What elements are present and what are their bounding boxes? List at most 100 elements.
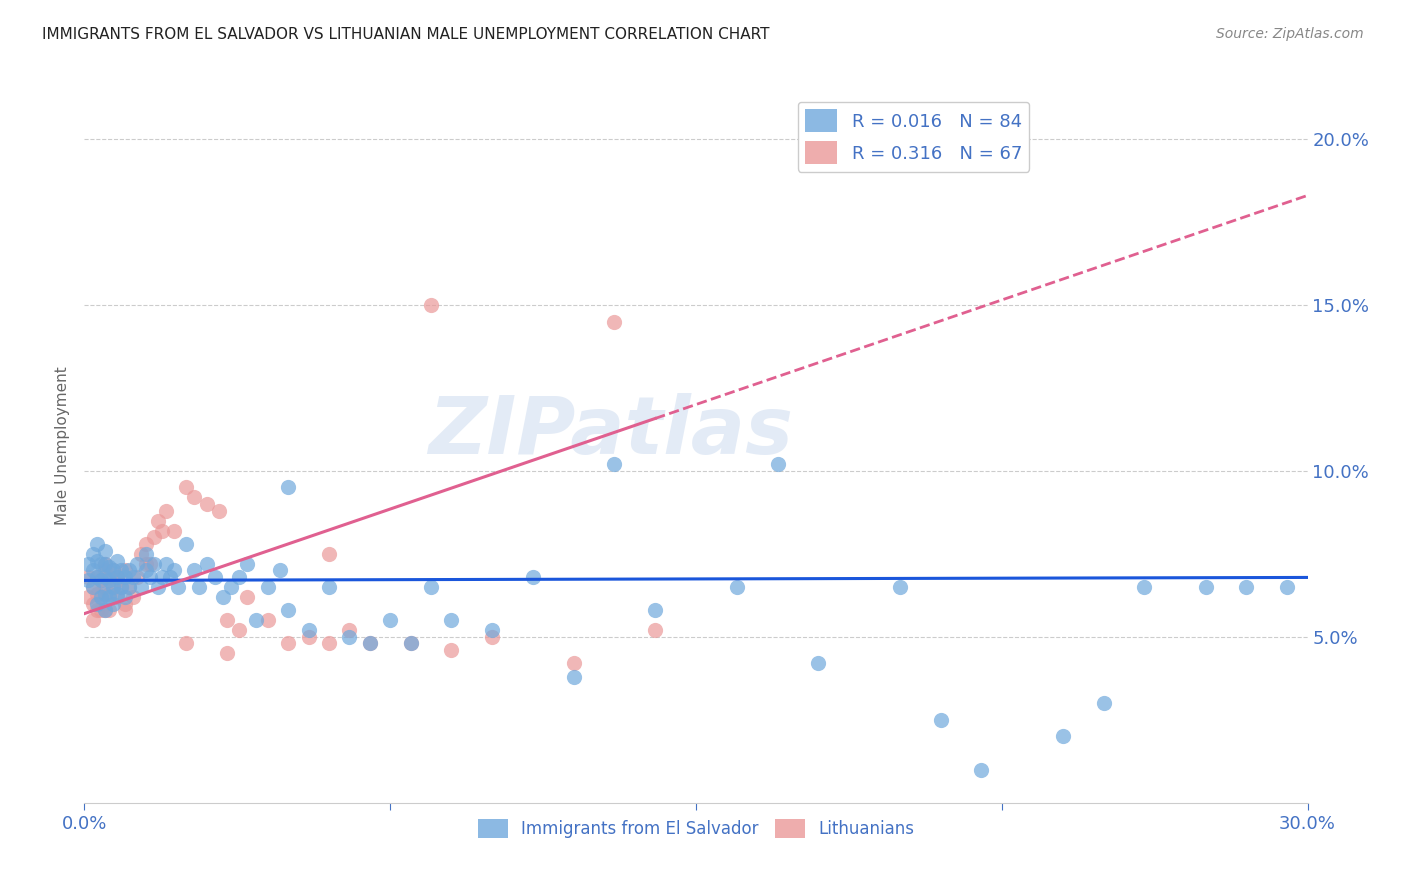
Point bbox=[97, 603, 120, 617]
Point bbox=[929, 713, 952, 727]
Point bbox=[150, 570, 173, 584]
Point bbox=[90, 574, 112, 588]
Point bbox=[155, 504, 177, 518]
Point bbox=[93, 543, 115, 558]
Point bbox=[298, 630, 321, 644]
Point bbox=[399, 636, 422, 650]
Point bbox=[131, 580, 153, 594]
Point bbox=[93, 580, 115, 594]
Point bbox=[86, 553, 108, 567]
Point bbox=[725, 580, 748, 594]
Point bbox=[114, 603, 136, 617]
Point bbox=[298, 624, 321, 638]
Point bbox=[339, 624, 361, 638]
Point bbox=[399, 636, 422, 650]
Point bbox=[142, 530, 165, 544]
Point bbox=[1236, 580, 1258, 594]
Point bbox=[114, 590, 136, 604]
Point bbox=[131, 547, 153, 561]
Point bbox=[138, 557, 160, 571]
Point bbox=[277, 603, 299, 617]
Point bbox=[101, 580, 124, 594]
Point bbox=[163, 564, 186, 578]
Point bbox=[114, 564, 136, 578]
Point bbox=[277, 636, 299, 650]
Point bbox=[1052, 730, 1074, 744]
Point bbox=[127, 557, 149, 571]
Point bbox=[138, 570, 160, 584]
Point bbox=[766, 457, 789, 471]
Point bbox=[167, 580, 190, 594]
Point bbox=[208, 504, 231, 518]
Point bbox=[105, 553, 128, 567]
Point bbox=[135, 547, 157, 561]
Point bbox=[228, 624, 250, 638]
Point bbox=[146, 580, 169, 594]
Point bbox=[481, 630, 503, 644]
Point bbox=[217, 647, 239, 661]
Point bbox=[318, 580, 340, 594]
Point bbox=[97, 570, 120, 584]
Point bbox=[105, 570, 128, 584]
Point bbox=[1133, 580, 1156, 594]
Point bbox=[269, 564, 291, 578]
Point bbox=[105, 574, 128, 588]
Point bbox=[90, 574, 112, 588]
Point bbox=[127, 570, 149, 584]
Point bbox=[359, 636, 381, 650]
Point bbox=[90, 603, 112, 617]
Point bbox=[380, 613, 402, 627]
Point bbox=[135, 557, 157, 571]
Point bbox=[86, 570, 108, 584]
Point bbox=[82, 597, 104, 611]
Text: ZIPatlas: ZIPatlas bbox=[427, 392, 793, 471]
Point bbox=[195, 557, 218, 571]
Point bbox=[195, 497, 218, 511]
Point bbox=[77, 557, 100, 571]
Point bbox=[257, 580, 280, 594]
Point bbox=[93, 570, 115, 584]
Point bbox=[110, 580, 132, 594]
Point bbox=[183, 491, 205, 505]
Point bbox=[77, 570, 100, 584]
Point bbox=[90, 590, 112, 604]
Point bbox=[110, 580, 132, 594]
Legend: Immigrants from El Salvador, Lithuanians: Immigrants from El Salvador, Lithuanians bbox=[471, 812, 921, 845]
Point bbox=[97, 590, 120, 604]
Point bbox=[86, 570, 108, 584]
Point bbox=[889, 580, 911, 594]
Point bbox=[135, 564, 157, 578]
Point bbox=[97, 560, 120, 574]
Point bbox=[318, 636, 340, 650]
Point bbox=[142, 557, 165, 571]
Point bbox=[212, 590, 235, 604]
Point bbox=[114, 597, 136, 611]
Point bbox=[86, 603, 108, 617]
Point bbox=[219, 580, 242, 594]
Point bbox=[122, 570, 145, 584]
Point bbox=[82, 580, 104, 594]
Point bbox=[217, 613, 239, 627]
Point bbox=[183, 564, 205, 578]
Point bbox=[90, 590, 112, 604]
Point bbox=[277, 481, 299, 495]
Point bbox=[562, 657, 585, 671]
Point bbox=[82, 580, 104, 594]
Point bbox=[122, 590, 145, 604]
Point bbox=[90, 557, 112, 571]
Point bbox=[86, 537, 108, 551]
Point bbox=[101, 564, 124, 578]
Point bbox=[93, 564, 115, 578]
Point bbox=[150, 524, 173, 538]
Point bbox=[420, 298, 443, 312]
Point bbox=[644, 624, 666, 638]
Point bbox=[481, 624, 503, 638]
Point bbox=[1092, 696, 1115, 710]
Point bbox=[204, 570, 226, 584]
Point bbox=[359, 636, 381, 650]
Point bbox=[807, 657, 830, 671]
Point bbox=[93, 603, 115, 617]
Point bbox=[245, 613, 267, 627]
Point bbox=[1277, 580, 1299, 594]
Point bbox=[101, 597, 124, 611]
